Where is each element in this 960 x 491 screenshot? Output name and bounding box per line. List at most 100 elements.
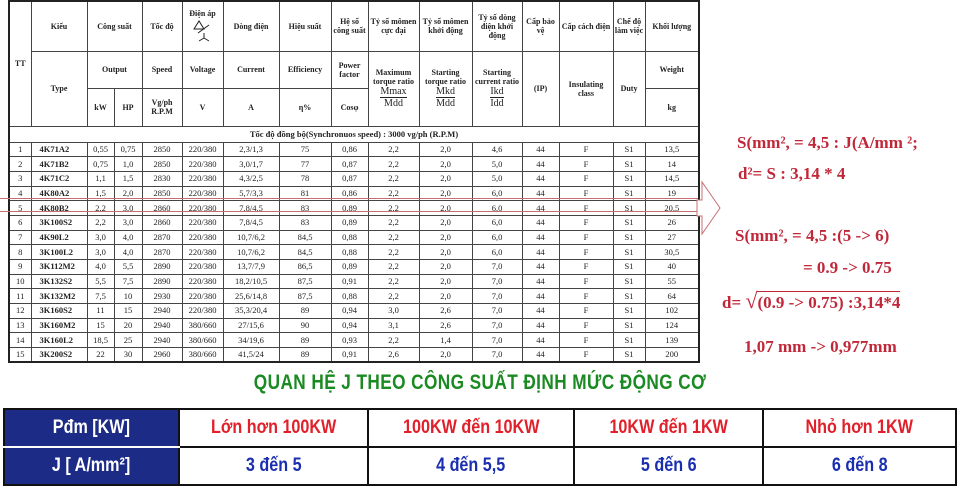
table-cell: 2,2 xyxy=(367,229,420,246)
table-cell: F xyxy=(558,288,614,305)
j-label: J [ A/mm²] xyxy=(3,446,180,486)
unit-voltage: V xyxy=(181,87,224,127)
table-row: 13 3K160M2 15 20 2940 380/660 27/15,6 90 0,94 3,1… xyxy=(8,317,700,334)
table-cell: 25,6/14,8 xyxy=(222,288,280,305)
header-pf-en: Power factor xyxy=(330,50,369,89)
table-cell: 7 xyxy=(8,229,32,246)
table-cell: 3K160M2 xyxy=(30,317,88,334)
table-cell: 3K100L2 xyxy=(30,244,88,260)
table-cell: 44 xyxy=(521,303,560,319)
power-row: Pđm [KW] Lớn hơn 100KW 100KW đến 10KW 10KW… xyxy=(3,408,957,448)
table-cell: 380/660 xyxy=(181,317,224,334)
note-line-5: d= √(0.9 -> 0.75) :3,14*4 xyxy=(722,288,901,314)
table-cell: 18,2/10,5 xyxy=(222,273,280,290)
header-efficiency-vi: Hiệu suất xyxy=(278,0,332,52)
table-cell: 64 xyxy=(644,288,700,305)
table-cell: 9 xyxy=(8,259,32,275)
table-cell: 13,5 xyxy=(644,141,700,158)
table-cell: 2,2 xyxy=(367,170,420,187)
table-cell: 3,0 xyxy=(86,229,115,246)
j-range-cell: 4 đến 5,5 xyxy=(367,446,575,486)
table-cell: 89 xyxy=(278,303,332,319)
table-cell: 3,1 xyxy=(367,317,420,334)
table-cell: 8 xyxy=(8,244,32,260)
table-cell: 13,7/7,9 xyxy=(222,259,280,275)
power-range-cell: 10KW đến 1KW xyxy=(573,408,764,448)
table-cell: F xyxy=(558,317,614,334)
table-cell: 90 xyxy=(278,317,332,334)
table-cell: 20 xyxy=(113,317,143,334)
header-startcurrent-vi: Tỷ số dòng điện khởi động xyxy=(471,0,523,52)
header-output-vi: Công suất xyxy=(86,0,143,52)
table-cell: 86,5 xyxy=(278,259,332,275)
header-voltage-vi-label: Điện áp xyxy=(189,8,216,18)
table-cell: 2930 xyxy=(141,288,183,305)
j-range-text: 3 đến 5 xyxy=(245,455,302,476)
table-cell: 0,89 xyxy=(330,259,369,275)
table-row: 2 4K71B2 0,75 1,0 2850 220/380 3,0/1,7 77 0,87 2,… xyxy=(8,156,700,172)
table-row: 3 4K71C2 1,1 1,5 2830 220/380 4,3/2,5 78 0,87 2,2… xyxy=(8,170,700,187)
table-cell: 2,6 xyxy=(418,303,473,319)
table-cell: S1 xyxy=(612,156,646,172)
table-cell: 15 xyxy=(86,317,115,334)
table-row: 11 3K132M2 7,5 10 2930 220/380 25,6/14,8 87,5 0,… xyxy=(8,288,700,305)
table-cell: 7,5 xyxy=(113,273,143,290)
note-line-4: = 0.9 -> 0.75 xyxy=(803,258,892,277)
table-cell: 2,0 xyxy=(418,347,473,363)
table-cell: 44 xyxy=(521,156,560,172)
table-row: 9 3K112M2 4,0 5,5 2890 220/380 13,7/7,9 86,5 0,8… xyxy=(8,259,700,275)
table-cell: S1 xyxy=(612,303,646,319)
table-cell: 3,0/1,7 xyxy=(222,156,280,172)
table-cell: 4,0 xyxy=(113,244,143,260)
table-cell: 77 xyxy=(278,156,332,172)
fraction-numerator: Mkd xyxy=(436,86,455,98)
header-voltage-vi: Điện áp xyxy=(181,0,224,52)
table-cell: 3K200S2 xyxy=(30,347,88,363)
table-cell: 3,0 xyxy=(113,214,143,231)
table-cell: 44 xyxy=(521,317,560,334)
table-cell: 6,0 xyxy=(471,214,523,231)
table-cell: F xyxy=(558,156,614,172)
power-range-cell: Nhỏ hơn 1KW xyxy=(762,408,957,448)
header-speed-en: Speed xyxy=(141,50,183,89)
table-cell: F xyxy=(558,141,614,158)
table-cell: F xyxy=(558,303,614,319)
table-cell: 44 xyxy=(521,170,560,187)
table-cell: 5,0 xyxy=(471,156,523,172)
table-cell: 0,93 xyxy=(330,332,369,349)
table-cell: 34/19,6 xyxy=(222,332,280,349)
starttorque-label: Starting torque ratio xyxy=(425,68,466,86)
table-cell: 84,5 xyxy=(278,244,332,260)
header-current-vi: Dòng điện xyxy=(222,0,280,52)
j-relation-table: Pđm [KW] Lớn hơn 100KW 100KW đến 10KW 10KW… xyxy=(3,408,957,486)
table-cell: 2,0 xyxy=(418,229,473,246)
table-cell: 124 xyxy=(644,317,700,334)
header-efficiency-en: Efficiency xyxy=(278,50,332,89)
j-label-text: J [ A/mm²] xyxy=(52,455,131,476)
table-cell: 7,0 xyxy=(471,303,523,319)
note-line-5-radicand: (0.9 -> 0.75) :3,14*4 xyxy=(757,291,901,312)
note-line-5-prefix: d= xyxy=(722,293,742,312)
table-cell: 1,4 xyxy=(418,332,473,349)
table-cell: S1 xyxy=(612,332,646,349)
table-cell: 27 xyxy=(644,229,700,246)
table-cell: 2,0 xyxy=(418,244,473,260)
note-line-6: 1,07 mm -> 0,977mm xyxy=(744,337,897,356)
table-cell: 2,2 xyxy=(86,214,115,231)
table-cell: 0,75 xyxy=(86,156,115,172)
header-current-en: Current xyxy=(222,50,280,89)
table-cell: 220/380 xyxy=(181,273,224,290)
table-cell: 40 xyxy=(644,259,700,275)
header-weight-en: Weight xyxy=(644,50,700,89)
fraction-numerator: Mmax xyxy=(380,86,407,98)
table-cell: 3,0 xyxy=(86,244,115,260)
table-cell: 12 xyxy=(8,303,32,319)
j-range-text: 6 đến 8 xyxy=(831,455,888,476)
table-cell: 220/380 xyxy=(181,156,224,172)
power-range-text: Nhỏ hơn 1KW xyxy=(805,417,914,438)
table-cell: 0,94 xyxy=(330,317,369,334)
table-cell: 200 xyxy=(644,347,700,363)
table-cell: 2960 xyxy=(141,347,183,363)
j-range-cell: 5 đến 6 xyxy=(573,446,764,486)
table-row: 5 4K80B2 2,2 3,0 2860 220/380 7,8/4,5 83 0,89 2,2… xyxy=(8,200,700,216)
